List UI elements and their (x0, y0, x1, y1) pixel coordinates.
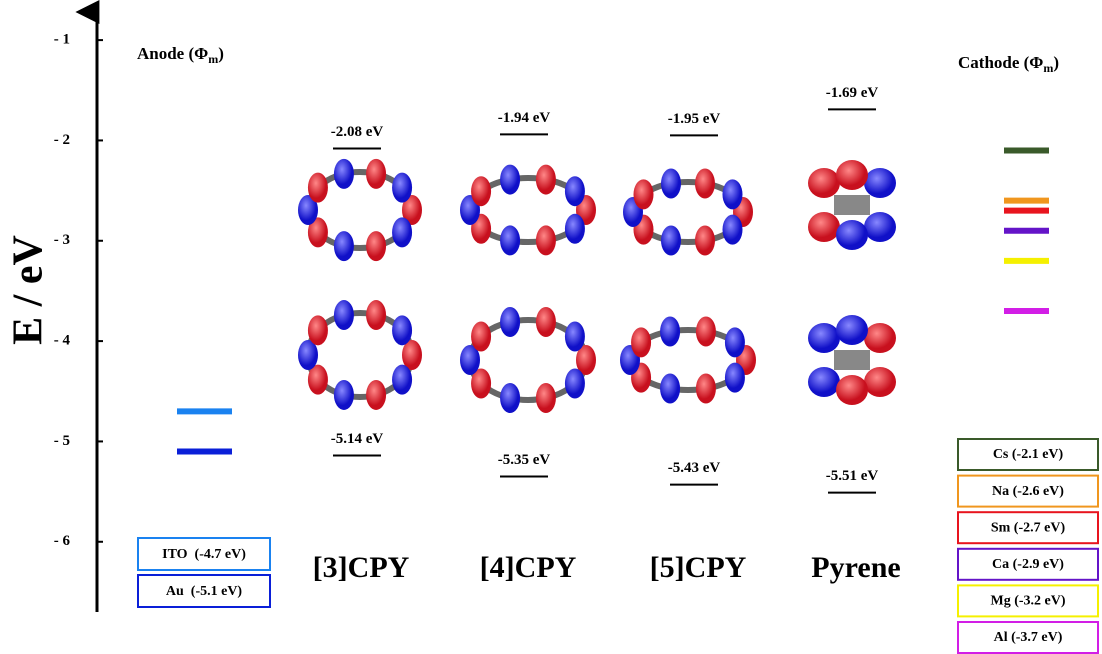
orbital-lobe (864, 168, 896, 198)
orbital-lobe (308, 173, 328, 203)
cathode-legend-label: Sm (-2.7 eV) (991, 520, 1066, 535)
level-label: -5.35 eV (498, 452, 551, 468)
orbital-lobe (471, 176, 491, 206)
molecule-name: Pyrene (811, 551, 900, 584)
cathode-legend-label: Ca (-2.9 eV) (992, 557, 1064, 572)
orbital-lobe (864, 367, 896, 397)
orbital-lobe (722, 179, 742, 209)
molecule-name: [4]CPY (480, 551, 577, 584)
orbital-lobe (334, 300, 354, 330)
orbital-lobe (661, 226, 681, 256)
orbital-lobe (392, 315, 412, 345)
orbital-lobe (808, 212, 840, 242)
orbital-lobe (392, 217, 412, 247)
orbital-lobe (722, 215, 742, 245)
anode-title-text: Anode (Φ (137, 44, 208, 63)
orbital-lobe (836, 220, 868, 250)
orbital-lobe (808, 168, 840, 198)
orbital-lobe (334, 231, 354, 261)
orbital-lobe (631, 327, 651, 357)
y-axis-label: E / eV (6, 235, 52, 345)
cathode-title-sub: m (1043, 61, 1053, 75)
orbital-lobe (695, 226, 715, 256)
orbital-lobe (565, 176, 585, 206)
cathode-legend-label: Al (-3.7 eV) (994, 630, 1063, 645)
y-tick-label: - 4 (54, 333, 71, 349)
orbital-lobe (565, 369, 585, 399)
y-tick-label: - 3 (54, 232, 70, 248)
chart: E / eV Anode (Φm) Cathode (Φm) - 1- 2- 3… (0, 0, 1102, 654)
orbital-core (834, 195, 870, 215)
level-label: -5.43 eV (668, 460, 721, 476)
orbital-lobe (725, 363, 745, 393)
orbital-lobe (695, 168, 715, 198)
cathode-title-suffix: ) (1053, 53, 1059, 72)
orbital-lobe (536, 165, 556, 195)
orbital-lobe (836, 160, 868, 190)
cathode-legend-label: Cs (-2.1 eV) (993, 447, 1064, 462)
anode-title: Anode (Φm) (137, 44, 224, 66)
y-tick-label: - 2 (54, 132, 70, 148)
anode-title-sub: m (208, 52, 218, 66)
orbital-lobe (334, 159, 354, 189)
orbital-lobe (836, 375, 868, 405)
orbital-lobe (536, 225, 556, 255)
orbital-lobe (808, 367, 840, 397)
orbital-lobe (565, 214, 585, 244)
orbital-lobe (660, 374, 680, 404)
cathode-legend-label: Mg (-3.2 eV) (990, 594, 1065, 609)
orbital-lobe (366, 380, 386, 410)
level-label: -1.94 eV (498, 110, 551, 126)
level-label: -1.69 eV (826, 85, 879, 101)
orbital-lobe (366, 231, 386, 261)
level-label: -2.08 eV (331, 124, 384, 140)
orbital-lobe (308, 315, 328, 345)
orbital-lobe (864, 323, 896, 353)
orbital-lobe (471, 321, 491, 351)
orbital-lobe (392, 365, 412, 395)
orbital-lobe (500, 225, 520, 255)
orbital-lobe (500, 307, 520, 337)
y-tick-label: - 6 (54, 533, 71, 549)
orbital-lobe (661, 168, 681, 198)
anode-title-suffix: ) (218, 44, 224, 63)
y-tick-label: - 5 (54, 433, 70, 449)
orbital-lobe (660, 316, 680, 346)
cathode-title: Cathode (Φm) (958, 53, 1059, 75)
anode-legend-label: Au (-5.1 eV) (166, 584, 243, 599)
orbital-lobe (565, 321, 585, 351)
orbital-lobe (500, 165, 520, 195)
y-tick-label: - 1 (54, 32, 70, 48)
orbital-lobe (808, 323, 840, 353)
anode-legend-label: ITO (-4.7 eV) (162, 547, 246, 562)
level-label: -1.95 eV (668, 111, 721, 127)
orbital-lobe (725, 327, 745, 357)
orbital-lobe (836, 315, 868, 345)
orbital-lobe (366, 159, 386, 189)
orbital-lobe (864, 212, 896, 242)
orbital-images (298, 159, 896, 413)
orbital-lobe (536, 307, 556, 337)
molecule-name: [3]CPY (313, 551, 410, 584)
cathode-legend-label: Na (-2.6 eV) (992, 484, 1064, 499)
orbital-lobe (696, 316, 716, 346)
orbital-lobe (392, 173, 412, 203)
orbital-lobe (500, 383, 520, 413)
orbital-lobe (334, 380, 354, 410)
orbital-lobe (634, 179, 654, 209)
molecule-name: [5]CPY (650, 551, 747, 584)
cathode-title-text: Cathode (Φ (958, 53, 1043, 72)
orbital-lobe (536, 383, 556, 413)
orbital-lobe (696, 374, 716, 404)
level-label: -5.14 eV (331, 431, 384, 447)
level-label: -5.51 eV (826, 468, 879, 484)
orbital-core (834, 350, 870, 370)
orbital-lobe (366, 300, 386, 330)
